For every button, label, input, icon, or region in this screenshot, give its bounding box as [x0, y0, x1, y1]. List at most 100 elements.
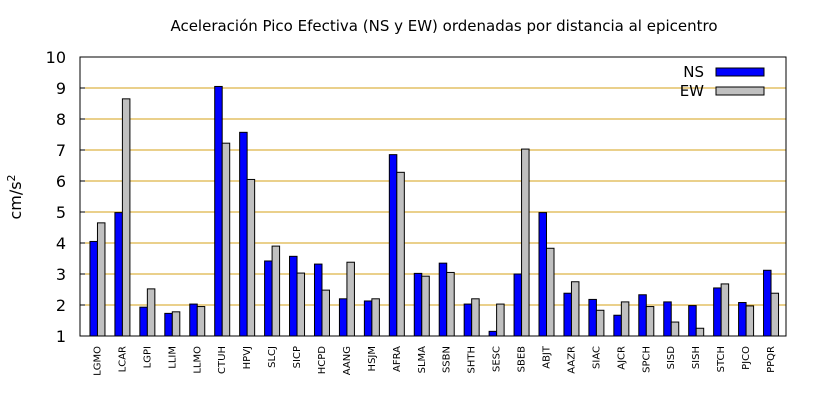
- bar-ns: [488, 330, 498, 337]
- bar-ns: [663, 301, 672, 337]
- x-axis-labels: LGMO LCAR LGPI LLIM LLMO CTUH HPVJ SLCJ SICP HCPD…: [92, 345, 777, 376]
- bar-ew: [770, 292, 780, 337]
- grid: [80, 87, 786, 306]
- bar-ew: [720, 283, 730, 337]
- bar-ew: [620, 301, 630, 337]
- bar-ns: [189, 303, 198, 337]
- x-tick-label: AJCR: [616, 346, 627, 370]
- bar-ew: [196, 306, 206, 337]
- legend-swatch: [715, 86, 765, 96]
- bar-ew: [695, 327, 705, 337]
- y-tick-label: 6: [56, 172, 66, 191]
- x-tick-label: SLCJ: [267, 346, 278, 368]
- bar-ew: [595, 309, 605, 337]
- x-tick-label: SBEB: [517, 346, 528, 373]
- bar-ns: [264, 260, 273, 337]
- bar-ew: [346, 261, 355, 337]
- bar-ns: [289, 255, 298, 337]
- bar-ew: [371, 298, 380, 337]
- x-tick-label: SHTH: [467, 346, 478, 374]
- x-tick-label: SICP: [292, 346, 303, 368]
- y-tick-label: 7: [56, 141, 66, 160]
- x-tick-label: HCPD: [317, 346, 328, 375]
- bar-ew: [645, 306, 655, 337]
- bar-ns: [613, 314, 622, 337]
- bar-ns: [338, 298, 348, 337]
- bar-ew: [496, 303, 505, 337]
- x-tick-label: STCH: [716, 346, 727, 372]
- bar-ew: [271, 245, 281, 337]
- bar-ew: [446, 271, 455, 337]
- x-tick-label: PPQR: [766, 346, 777, 373]
- x-tick-label: LGMO: [92, 346, 103, 376]
- bar-ew: [570, 281, 580, 337]
- legend-label: NS: [683, 63, 704, 81]
- bar-ns: [363, 300, 373, 337]
- bar-ns: [563, 292, 572, 337]
- plot-frame: [79, 56, 787, 337]
- x-tick-label: AFRA: [392, 346, 403, 372]
- bar-ns: [239, 131, 248, 337]
- bars: [89, 85, 780, 337]
- y-axis-ticks: 1 2 3 4 5 6 7 8 9 10: [46, 48, 85, 346]
- bar-ew: [171, 311, 181, 337]
- bar-ns: [638, 294, 647, 337]
- bar-ns: [388, 154, 398, 337]
- x-tick-label: LCAR: [117, 346, 128, 372]
- legend-label: EW: [680, 82, 704, 100]
- y-axis-label: cm/s2: [5, 174, 25, 219]
- bar-ns: [313, 263, 323, 337]
- bar-ew: [745, 305, 755, 337]
- y-tick-label: 9: [56, 79, 66, 98]
- bar-ns: [463, 303, 473, 337]
- x-tick-label: AANG: [342, 346, 353, 375]
- bar-ew: [246, 178, 256, 337]
- y-axis-label-exponent: 2: [5, 174, 18, 181]
- bar-ns: [538, 212, 548, 337]
- bar-ew: [396, 171, 405, 337]
- x-tick-label: SISH: [691, 346, 702, 369]
- bar-ns: [438, 262, 448, 337]
- bar-ns: [713, 287, 722, 337]
- bar-ew: [121, 98, 131, 337]
- bar-ns: [139, 306, 148, 337]
- bar-ns: [738, 302, 747, 337]
- bar-ns: [114, 212, 123, 337]
- x-tick-label: SSBN: [442, 346, 453, 373]
- y-axis-label-base: cm/s: [6, 181, 25, 219]
- bar-ns: [513, 273, 523, 337]
- bar-ns: [588, 298, 597, 337]
- y-tick-label: 2: [56, 296, 66, 315]
- bar-ew: [471, 298, 480, 337]
- x-tick-label: SLMA: [417, 346, 428, 374]
- x-tick-label: HPVJ: [242, 346, 253, 369]
- x-tick-label: CTUH: [217, 346, 228, 374]
- bar-ew: [521, 148, 530, 337]
- bar-ew: [546, 247, 555, 337]
- bar-ns: [688, 305, 697, 337]
- bar-ew: [321, 289, 330, 337]
- y-tick-label: 5: [56, 203, 66, 222]
- x-tick-label: SIAC: [591, 346, 602, 369]
- bar-ew: [421, 275, 430, 337]
- x-tick-label: AAZR: [566, 346, 577, 374]
- x-tick-label: LGPI: [142, 346, 153, 368]
- y-tick-label: 8: [56, 110, 66, 129]
- bar-ew: [221, 142, 231, 337]
- bar-ew: [670, 321, 680, 337]
- x-tick-label: ABJT: [542, 345, 553, 369]
- y-tick-label: 4: [56, 234, 66, 253]
- x-tick-label: SESC: [492, 346, 503, 372]
- bar-ns: [763, 269, 772, 337]
- chart-title: Aceleración Pico Efectiva (NS y EW) orde…: [170, 17, 717, 35]
- y-tick-label: 1: [56, 327, 66, 346]
- bar-ew: [146, 288, 156, 337]
- y-tick-label: 10: [46, 48, 66, 67]
- x-tick-label: SISD: [666, 346, 677, 370]
- x-tick-label: LLIM: [167, 346, 178, 369]
- bar-ns: [89, 240, 98, 337]
- bar-ns: [164, 312, 173, 337]
- bar-ew: [296, 272, 306, 337]
